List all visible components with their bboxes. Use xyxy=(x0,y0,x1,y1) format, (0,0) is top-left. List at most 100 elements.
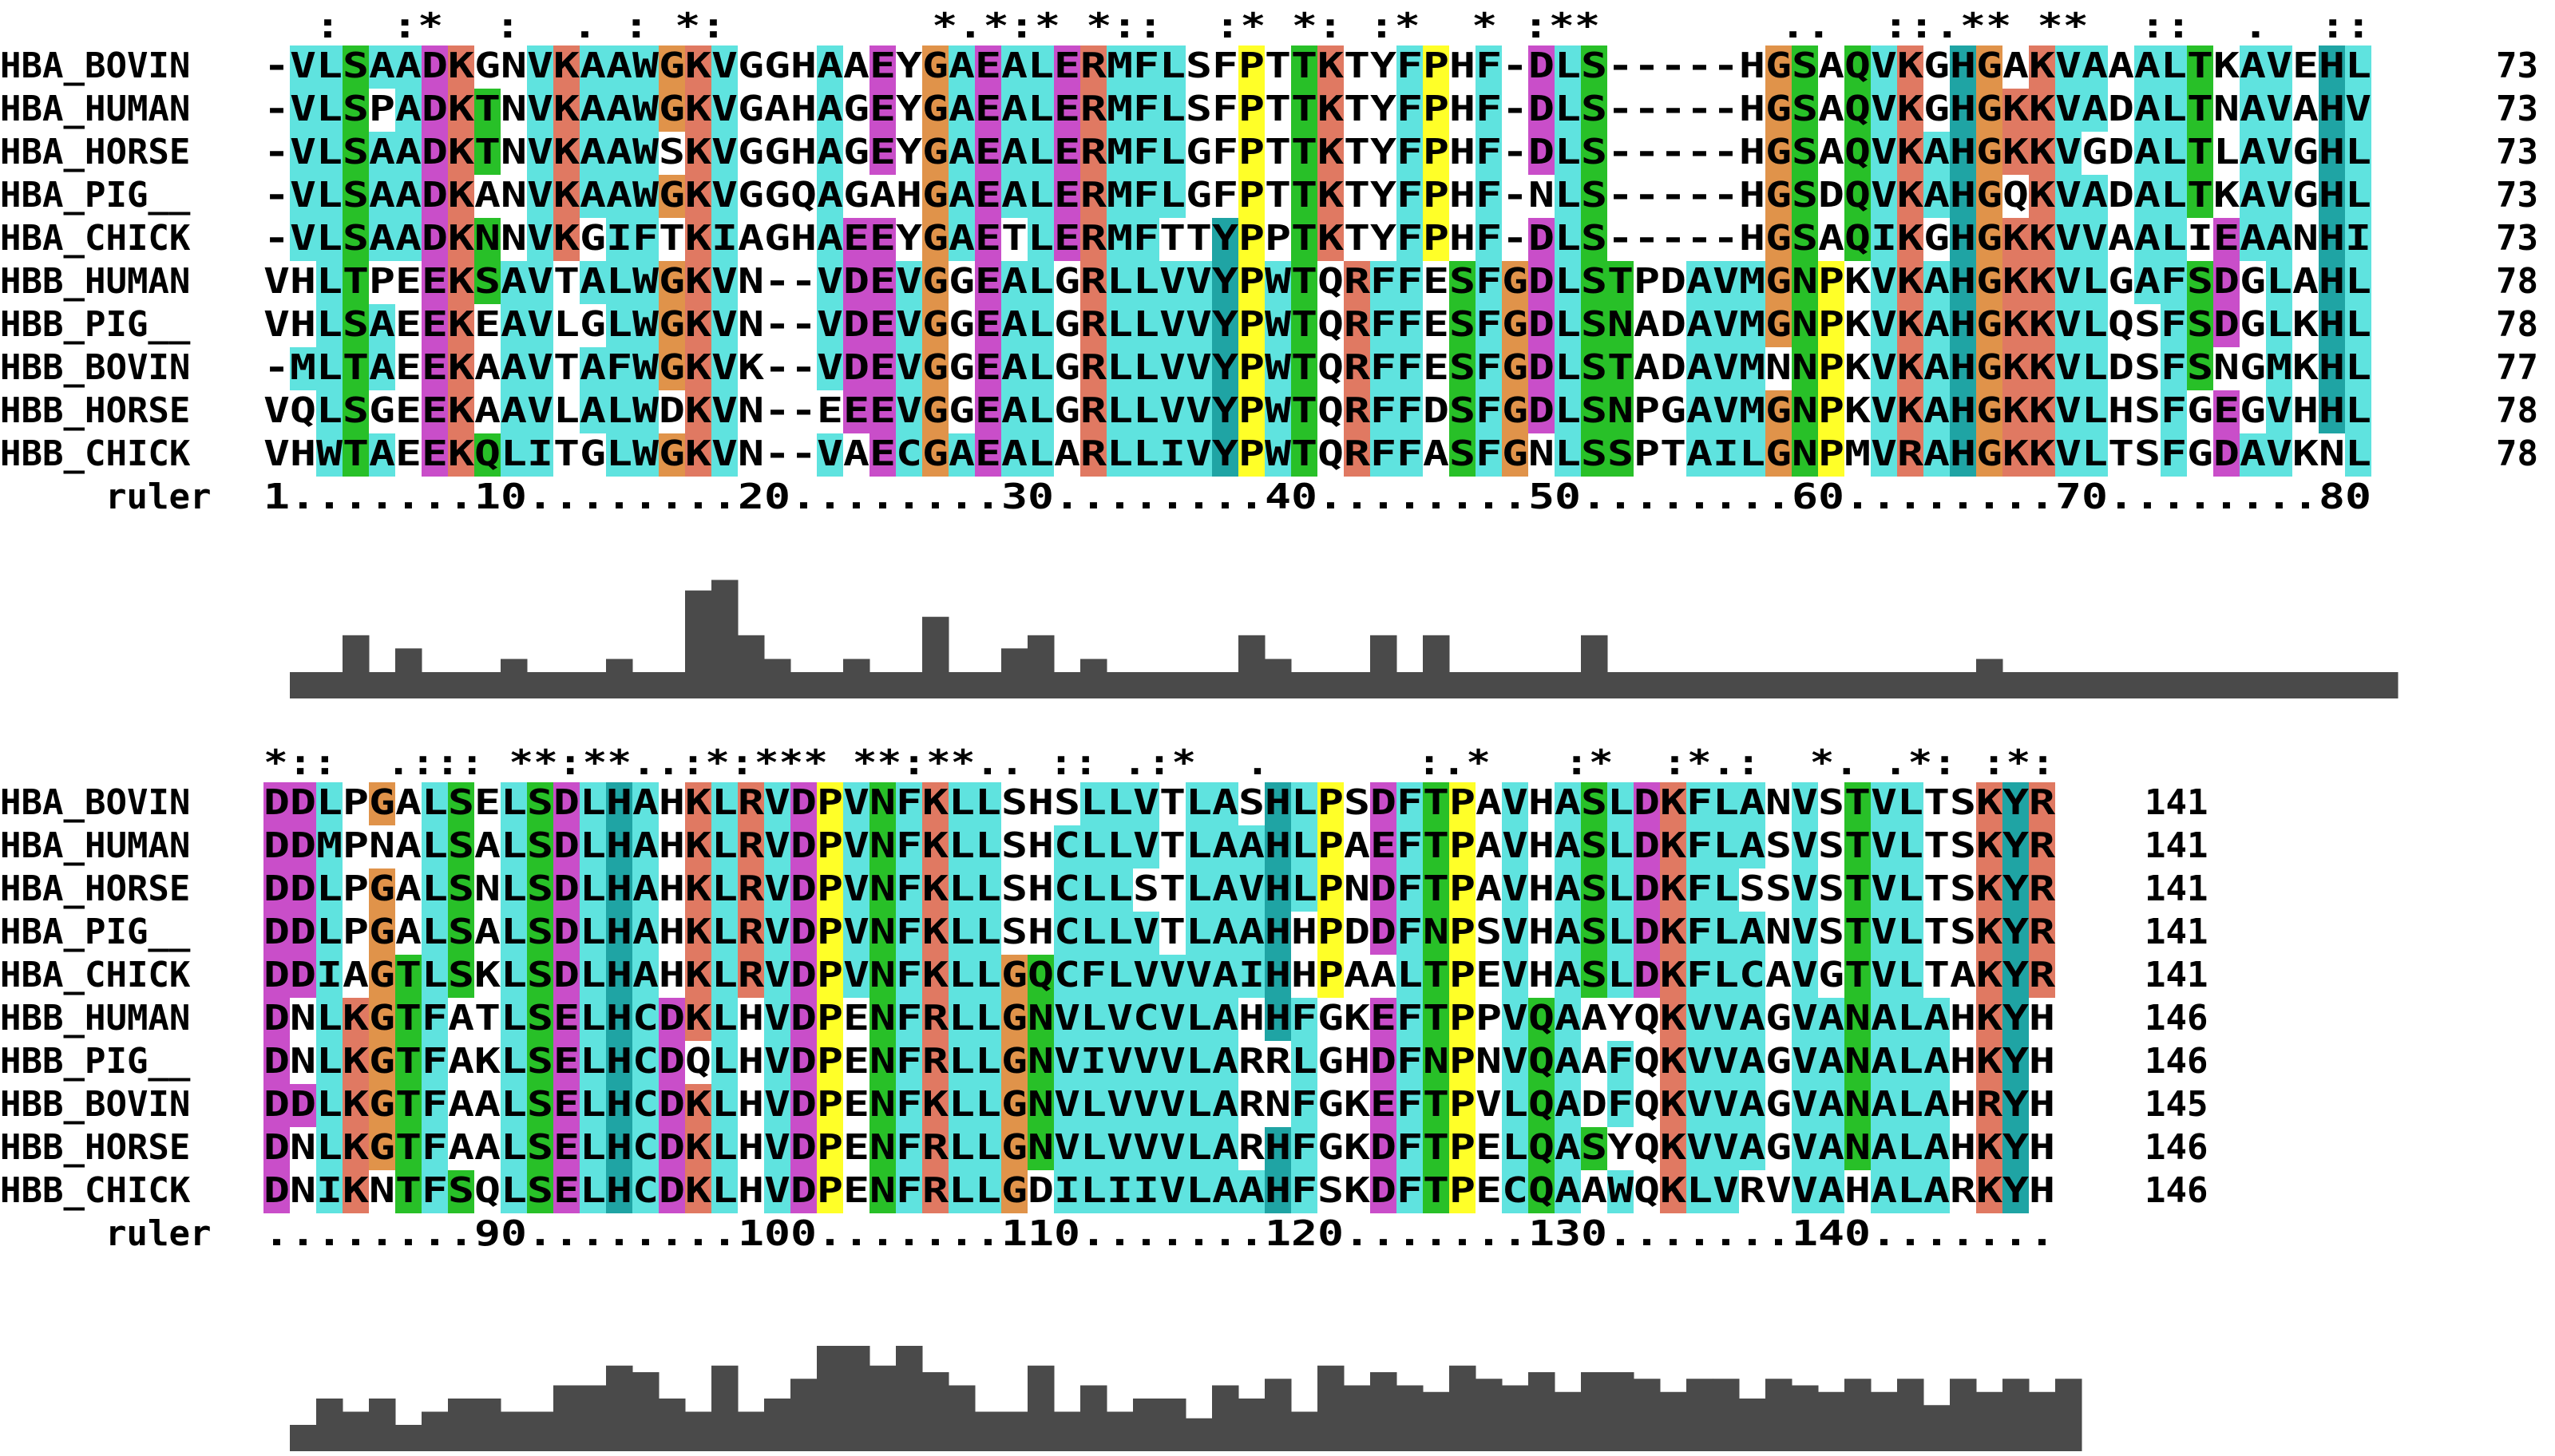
residue-highlight xyxy=(1054,132,1080,175)
residue-highlight xyxy=(817,955,843,998)
histogram-bar xyxy=(869,672,897,698)
residue-highlight xyxy=(606,89,632,132)
residue-highlight xyxy=(2055,261,2082,304)
sequence-name: HBA_PIG__ xyxy=(0,175,191,216)
histogram-bar xyxy=(1607,1372,1634,1451)
residue-highlight xyxy=(711,433,738,477)
residue-highlight xyxy=(1976,347,2002,390)
residue-highlight xyxy=(764,912,790,955)
residue-highlight xyxy=(949,89,975,132)
residue-highlight xyxy=(1528,347,1555,390)
residue-highlight xyxy=(2345,46,2371,89)
residue-highlight xyxy=(343,89,369,132)
histogram-bar xyxy=(1133,1399,1160,1451)
residue-highlight xyxy=(606,912,632,955)
residue-highlight xyxy=(1212,1170,1238,1213)
residue-highlight xyxy=(1844,825,1871,868)
histogram-bar xyxy=(1765,672,1792,698)
sequence-name: HBA_HORSE xyxy=(0,132,190,172)
residue-highlight xyxy=(369,175,395,218)
residue-highlight xyxy=(843,868,869,912)
residue-highlight xyxy=(711,868,738,912)
residue-highlight xyxy=(1028,1084,1054,1127)
residue-highlight xyxy=(316,912,343,955)
sequence-residues: DDMPNALSALSDLHAHKLRVDPVNFKLLSHCLLVTLAAHL… xyxy=(263,825,2056,866)
residue-highlight xyxy=(1238,347,1265,390)
residue-highlight xyxy=(1502,868,1528,912)
residue-highlight xyxy=(606,175,632,218)
residue-highlight xyxy=(1449,433,1476,477)
residue-highlight xyxy=(474,433,501,477)
sequence-rows: HBA_BOVIN DDLPGALSELSDLHAHKLRVDPVNFKLLSH… xyxy=(0,782,2208,1211)
residue-highlight xyxy=(2082,261,2108,304)
sequence-end-position: 141 xyxy=(2145,912,2208,952)
sequence-end-position: 73 xyxy=(2496,132,2538,172)
residue-highlight xyxy=(817,1170,843,1213)
residue-highlight xyxy=(1792,175,1818,218)
residue-highlight xyxy=(1844,1084,1871,1127)
residue-highlight xyxy=(2082,218,2108,261)
residue-highlight xyxy=(2082,433,2108,477)
residue-highlight xyxy=(343,1170,369,1213)
residue-highlight xyxy=(632,1041,659,1084)
residue-highlight xyxy=(1739,304,1765,347)
histogram-bar xyxy=(2055,1379,2082,1451)
residue-highlight xyxy=(869,46,896,89)
residue-highlight xyxy=(1581,782,1607,825)
histogram-bar xyxy=(1159,672,1186,698)
residue-highlight xyxy=(316,998,343,1041)
residue-highlight xyxy=(343,132,369,175)
residue-highlight xyxy=(869,433,896,477)
histogram-bar xyxy=(2108,672,2135,698)
histogram-bar xyxy=(1291,1411,1318,1451)
residue-highlight xyxy=(1265,1170,1291,1213)
residue-highlight xyxy=(1133,1127,1159,1170)
residue-highlight xyxy=(501,955,527,998)
residue-highlight xyxy=(2266,261,2292,304)
histogram-bar xyxy=(290,1425,317,1451)
residue-highlight xyxy=(711,304,738,347)
residue-highlight xyxy=(1238,433,1265,477)
residue-highlight xyxy=(1449,390,1476,433)
residue-highlight xyxy=(1818,433,1844,477)
residue-highlight xyxy=(2082,304,2108,347)
residue-highlight xyxy=(632,261,659,304)
residue-highlight xyxy=(843,304,869,347)
residue-highlight xyxy=(632,1170,659,1213)
residue-highlight xyxy=(1950,261,1976,304)
residue-highlight xyxy=(1107,304,1133,347)
histogram-bar xyxy=(922,616,949,698)
residue-highlight xyxy=(1159,89,1186,132)
residue-highlight xyxy=(1001,132,1028,175)
histogram-bar xyxy=(343,635,370,698)
histogram-bar xyxy=(1686,1379,1713,1451)
residue-highlight xyxy=(1080,1170,1107,1213)
residue-highlight xyxy=(1476,433,1502,477)
residue-highlight xyxy=(527,46,553,89)
residue-highlight xyxy=(1001,89,1028,132)
residue-highlight xyxy=(843,912,869,955)
residue-highlight xyxy=(1660,1041,1686,1084)
sequence-residues: DDLKGTFAALSELHCDKLHVDPENFKLLGNVLVVVLARNF… xyxy=(263,1084,2055,1125)
residue-highlight xyxy=(343,1084,369,1127)
residue-highlight xyxy=(448,304,474,347)
residue-highlight xyxy=(290,868,316,912)
residue-highlight xyxy=(869,304,896,347)
residue-highlight xyxy=(1976,1127,2002,1170)
residue-highlight xyxy=(1080,46,1107,89)
histogram-bar xyxy=(1344,1385,1371,1451)
residue-highlight xyxy=(1713,347,1739,390)
residue-highlight xyxy=(817,782,843,825)
residue-highlight xyxy=(2002,1170,2029,1213)
residue-highlight xyxy=(1001,1041,1028,1084)
residue-highlight xyxy=(1581,955,1607,998)
residue-highlight xyxy=(369,347,395,390)
histogram-bar xyxy=(422,1411,449,1451)
residue-highlight xyxy=(1449,955,1476,998)
residue-highlight xyxy=(949,433,975,477)
residue-highlight xyxy=(1107,1084,1133,1127)
residue-highlight xyxy=(1107,782,1133,825)
residue-highlight xyxy=(316,304,343,347)
histogram-bar xyxy=(2371,672,2399,698)
residue-highlight xyxy=(1370,304,1396,347)
